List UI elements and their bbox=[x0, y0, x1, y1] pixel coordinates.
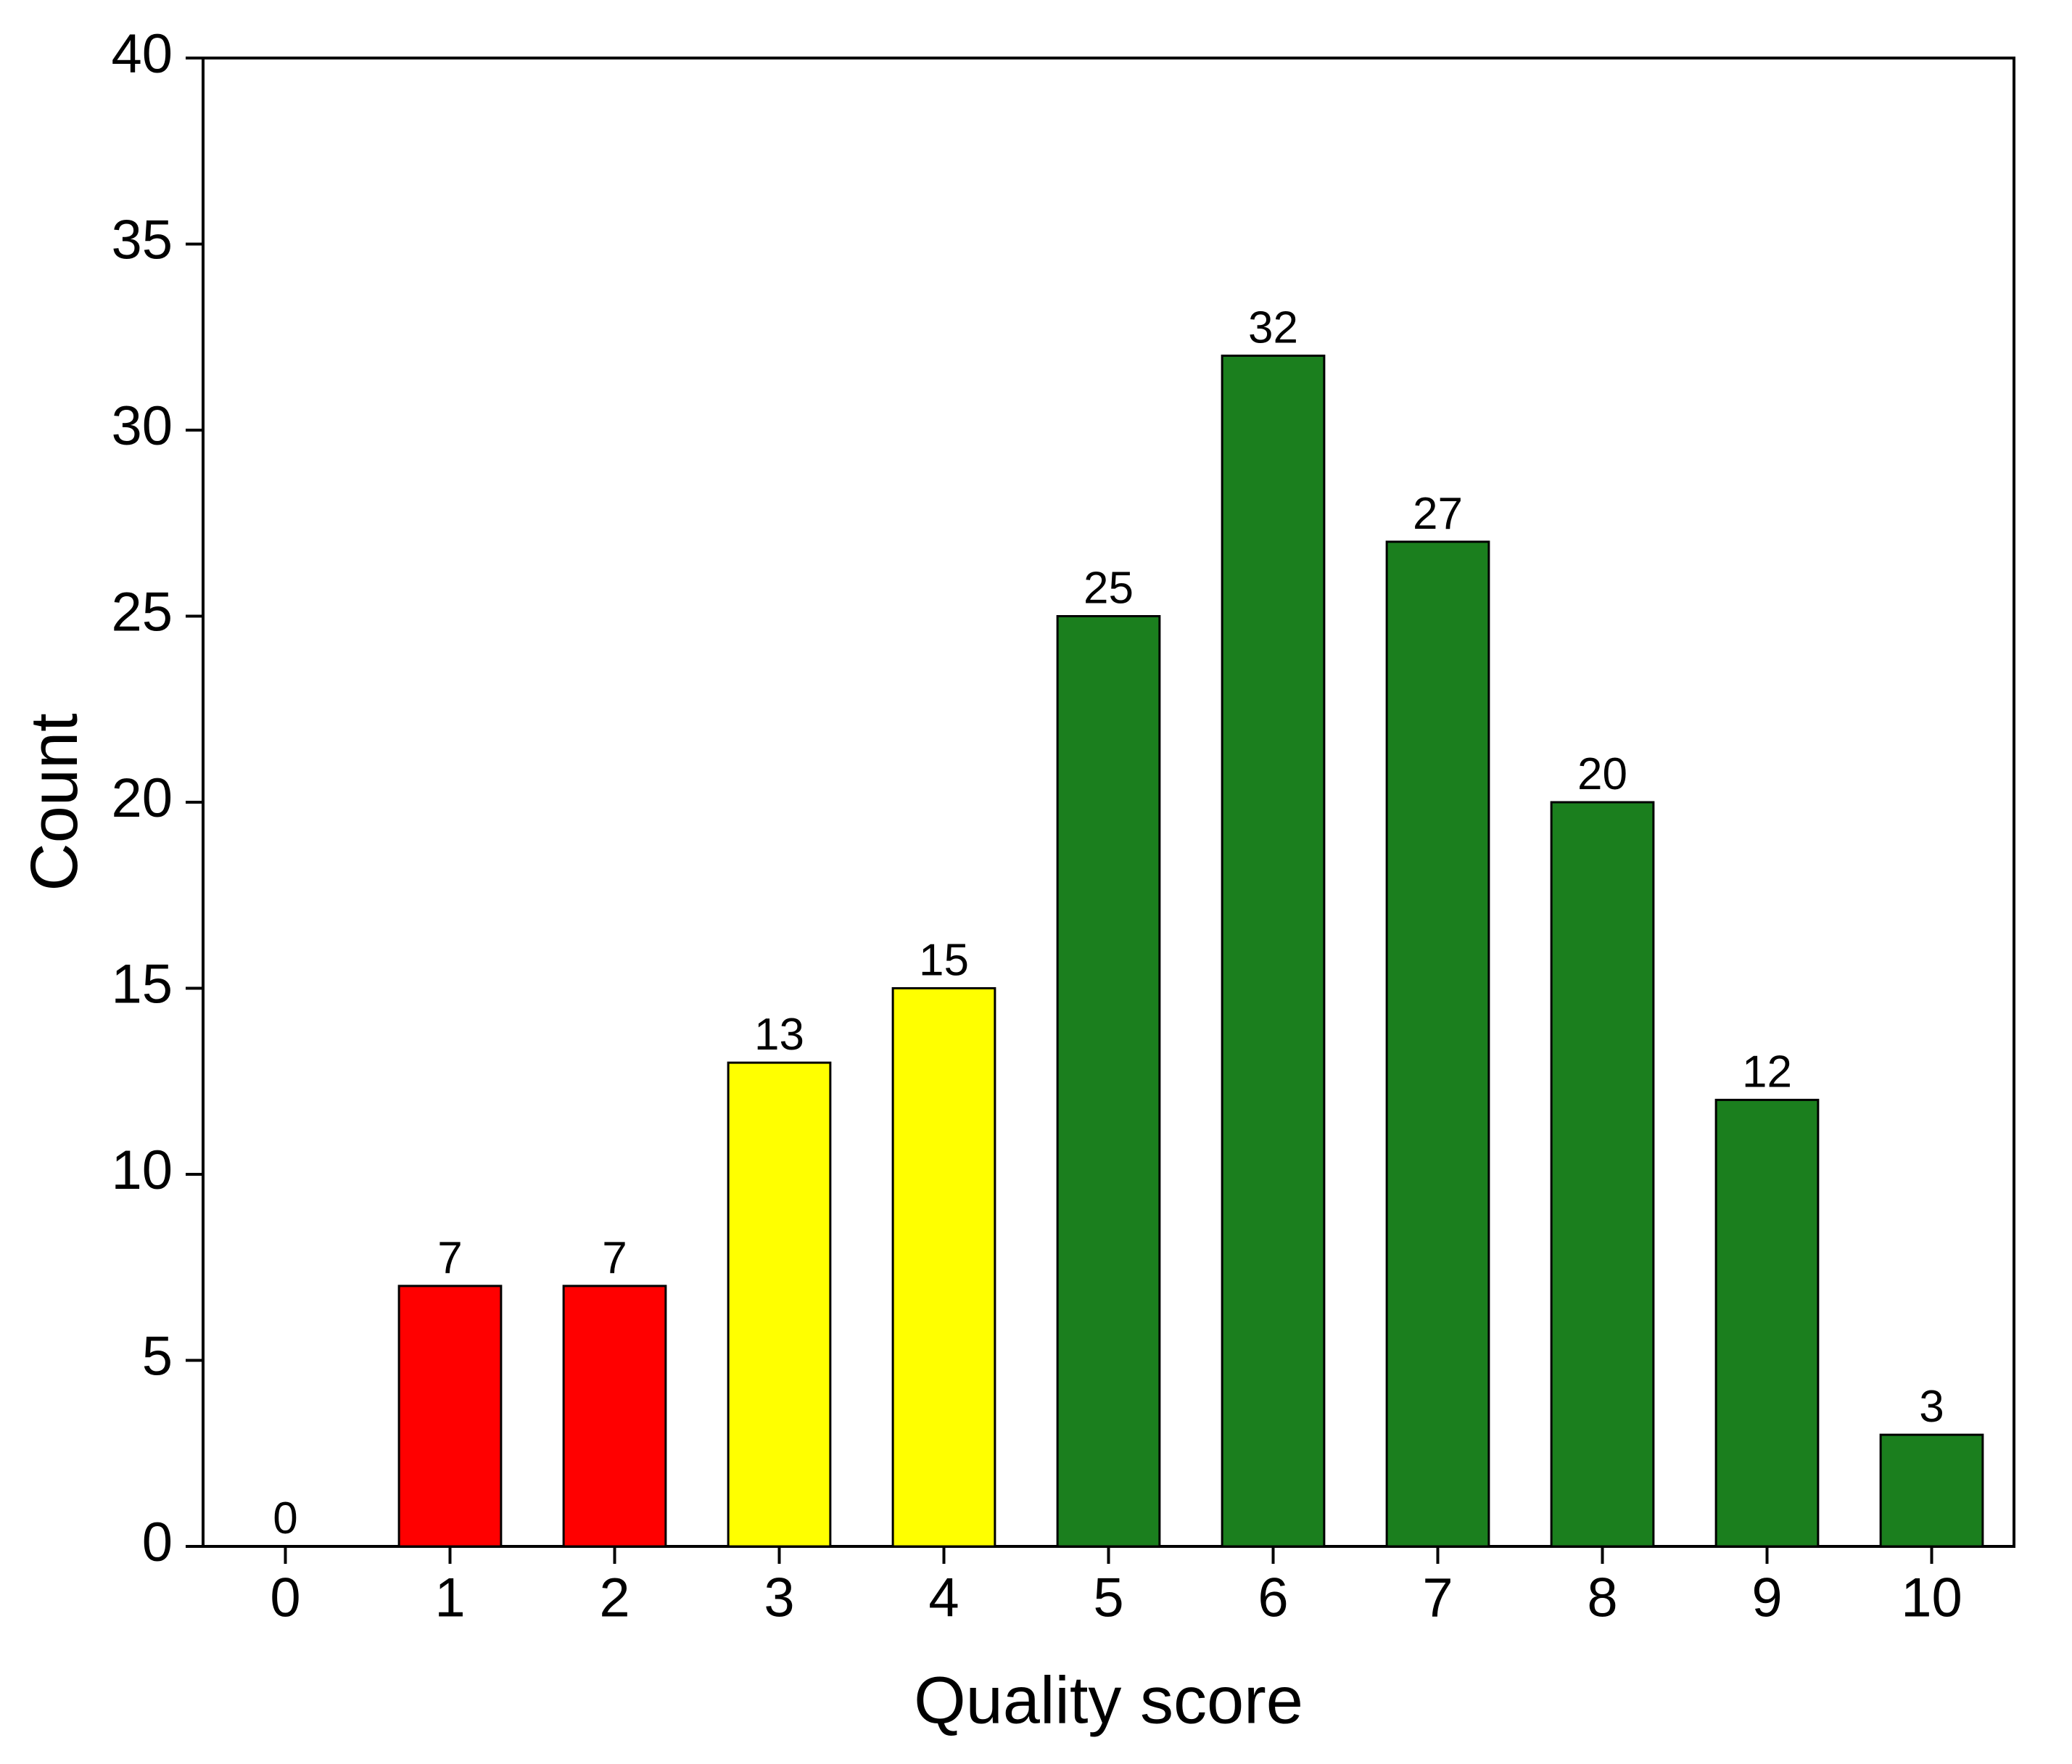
bar bbox=[1716, 1100, 1818, 1546]
bar-value-label: 15 bbox=[919, 936, 969, 986]
bar-value-label: 0 bbox=[273, 1493, 297, 1544]
y-tick-label: 30 bbox=[111, 395, 173, 457]
bar bbox=[1881, 1435, 1983, 1546]
bar-value-label: 7 bbox=[437, 1233, 462, 1283]
x-tick-label: 10 bbox=[1901, 1567, 1962, 1628]
y-tick-label: 5 bbox=[142, 1326, 173, 1388]
bar bbox=[1222, 355, 1324, 1546]
y-tick-label: 10 bbox=[111, 1139, 173, 1201]
x-tick-label: 5 bbox=[1093, 1567, 1123, 1628]
x-tick-label: 3 bbox=[764, 1567, 794, 1628]
x-tick-label: 6 bbox=[1258, 1567, 1288, 1628]
bar bbox=[564, 1286, 666, 1546]
chart-svg: 0510152025303540Count012345678910Quality… bbox=[0, 0, 2072, 1764]
x-tick-label: 2 bbox=[599, 1567, 630, 1628]
y-tick-label: 0 bbox=[142, 1512, 173, 1573]
y-tick-label: 40 bbox=[111, 23, 173, 85]
x-tick-label: 8 bbox=[1587, 1567, 1617, 1628]
bar bbox=[893, 989, 995, 1547]
x-tick-label: 1 bbox=[434, 1567, 465, 1628]
x-tick-label: 9 bbox=[1751, 1567, 1782, 1628]
bar bbox=[728, 1063, 830, 1546]
quality-score-bar-chart: 0510152025303540Count012345678910Quality… bbox=[0, 0, 2072, 1764]
x-axis-label: Quality score bbox=[914, 1664, 1303, 1738]
bar-value-label: 7 bbox=[602, 1233, 627, 1283]
bar bbox=[1551, 802, 1654, 1546]
y-tick-label: 35 bbox=[111, 210, 173, 271]
bar bbox=[1057, 617, 1160, 1547]
bar-value-label: 27 bbox=[1413, 489, 1463, 539]
x-tick-label: 7 bbox=[1422, 1567, 1453, 1628]
y-tick-label: 25 bbox=[111, 582, 173, 643]
x-tick-label: 0 bbox=[270, 1567, 300, 1628]
y-tick-label: 15 bbox=[111, 954, 173, 1015]
x-tick-label: 4 bbox=[928, 1567, 959, 1628]
bar-value-label: 12 bbox=[1742, 1047, 1792, 1097]
bar bbox=[1387, 542, 1489, 1546]
bar-value-label: 13 bbox=[754, 1010, 804, 1060]
bar-value-label: 25 bbox=[1084, 564, 1134, 614]
bar bbox=[399, 1286, 501, 1546]
y-tick-label: 20 bbox=[111, 767, 173, 829]
bar-value-label: 3 bbox=[1919, 1382, 1944, 1432]
y-axis-label: Count bbox=[17, 713, 91, 891]
bar-value-label: 32 bbox=[1248, 302, 1298, 353]
bar-value-label: 20 bbox=[1577, 749, 1627, 799]
